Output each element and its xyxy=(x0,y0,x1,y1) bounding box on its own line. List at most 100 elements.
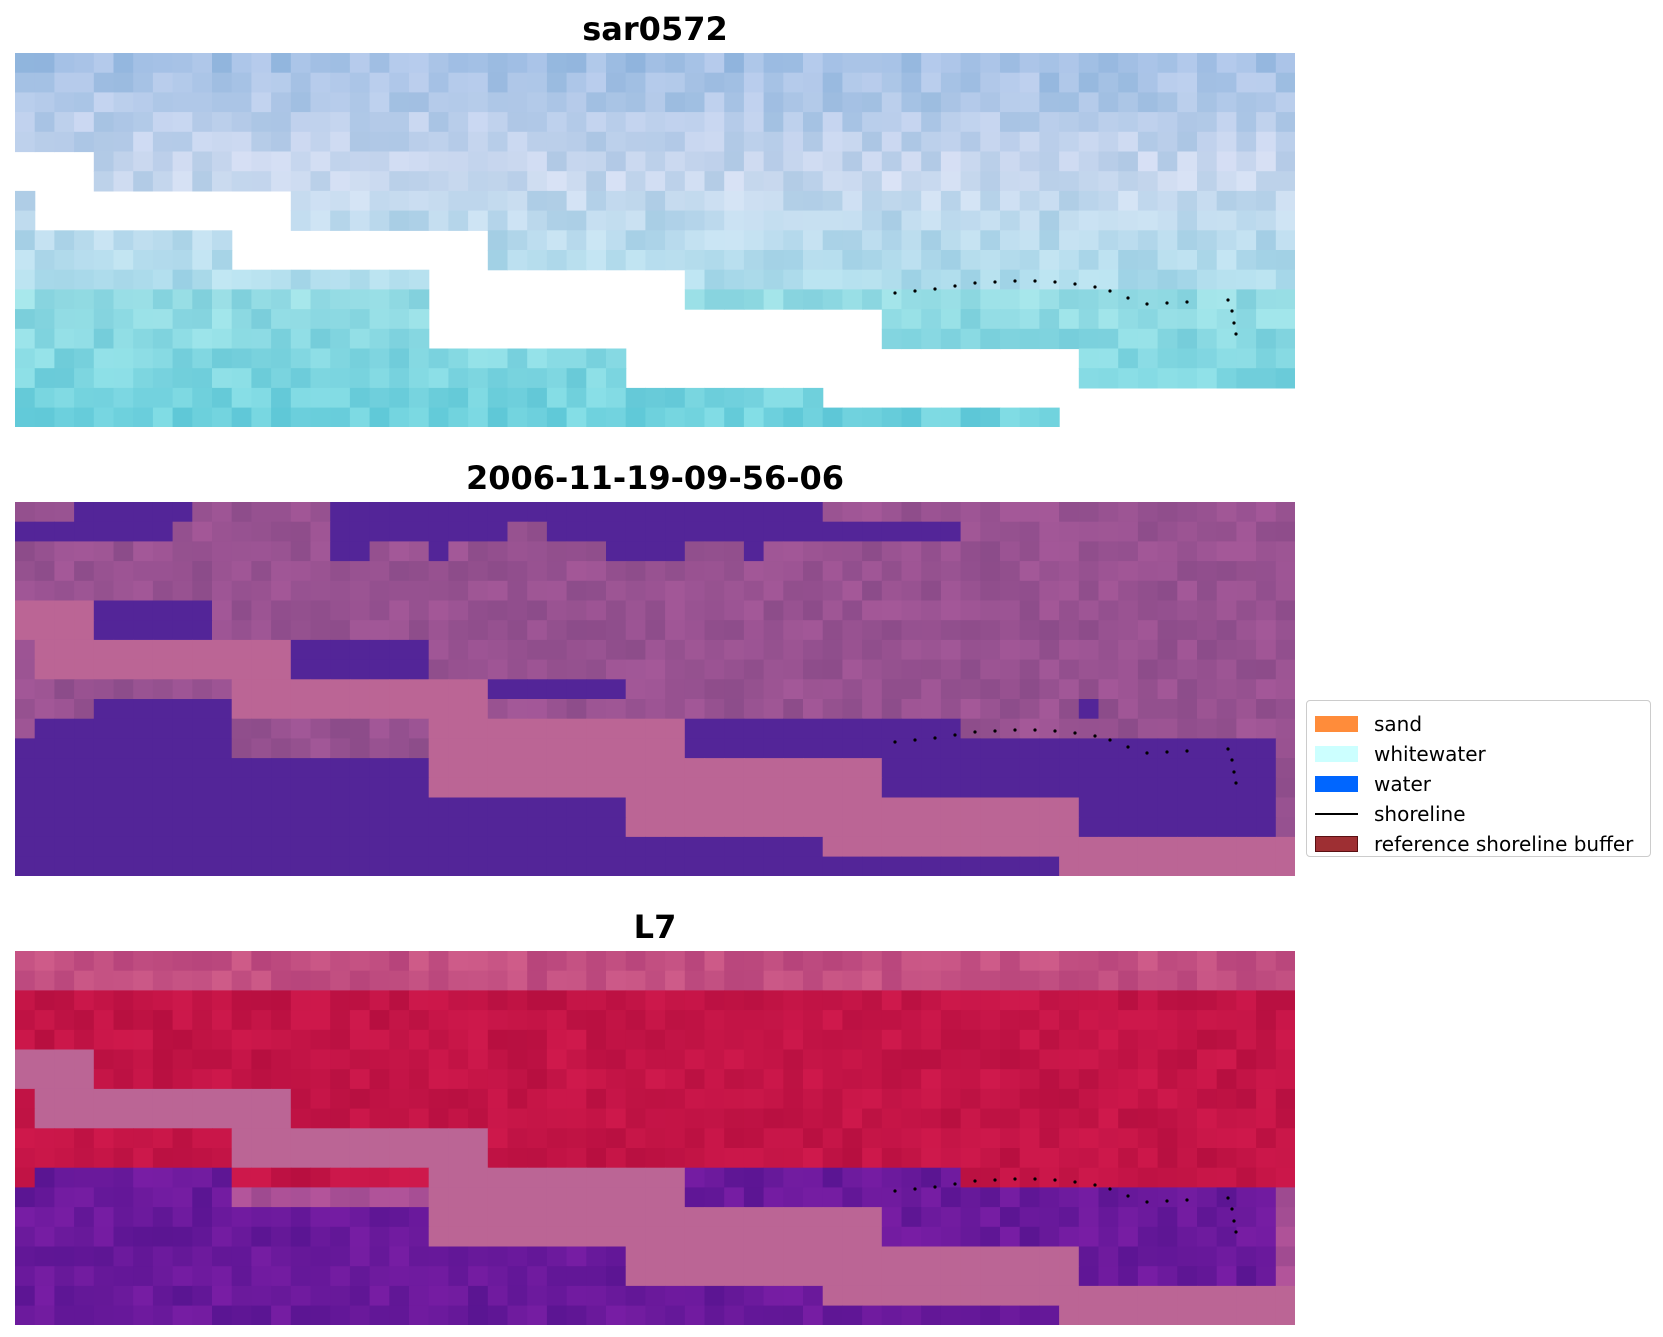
raster-pixel xyxy=(1039,210,1060,231)
raster-pixel xyxy=(310,92,331,113)
raster-pixel xyxy=(389,309,410,330)
raster-pixel xyxy=(980,1088,1001,1110)
raster-pixel xyxy=(54,368,75,389)
raster-pixel xyxy=(152,151,174,172)
raster-pixel xyxy=(566,131,587,153)
raster-pixel xyxy=(409,407,430,427)
raster-pixel xyxy=(684,659,706,680)
raster-pixel xyxy=(428,1108,449,1129)
raster-pixel xyxy=(940,1285,962,1307)
raster-pixel xyxy=(212,856,233,876)
raster-pixel xyxy=(1236,1069,1257,1090)
raster-pixel xyxy=(487,1069,509,1090)
raster-pixel xyxy=(921,1285,942,1307)
raster-pixel xyxy=(665,1207,686,1228)
raster-pixel xyxy=(684,561,706,582)
raster-pixel xyxy=(369,1187,390,1208)
raster-pixel xyxy=(389,1069,410,1090)
raster-pixel xyxy=(1177,112,1198,133)
raster-pixel xyxy=(606,600,627,621)
raster-pixel xyxy=(586,797,607,818)
raster-pixel xyxy=(546,1148,568,1169)
raster-pixel xyxy=(74,659,95,680)
raster-pixel xyxy=(93,230,115,251)
raster-pixel xyxy=(980,1226,1001,1248)
raster-pixel xyxy=(330,777,351,799)
raster-pixel xyxy=(921,758,942,779)
raster-pixel xyxy=(113,797,134,818)
raster-pixel xyxy=(487,250,509,271)
raster-pixel xyxy=(192,856,213,876)
raster-pixel xyxy=(231,407,252,427)
raster-pixel xyxy=(803,250,824,271)
raster-pixel xyxy=(54,1305,75,1325)
raster-pixel xyxy=(1000,561,1021,582)
raster-pixel xyxy=(901,210,922,231)
raster-pixel xyxy=(428,600,449,621)
raster-pixel xyxy=(212,1266,233,1287)
raster-pixel xyxy=(1118,171,1139,192)
raster-pixel xyxy=(921,1187,942,1208)
raster-pixel xyxy=(625,620,646,641)
raster-pixel xyxy=(468,72,489,93)
raster-pixel xyxy=(251,1207,272,1228)
raster-pixel xyxy=(901,600,922,621)
raster-pixel xyxy=(881,541,903,562)
raster-pixel xyxy=(428,348,449,369)
raster-pixel xyxy=(783,541,804,562)
raster-pixel xyxy=(212,639,233,661)
raster-pixel xyxy=(369,407,390,427)
raster-pixel xyxy=(15,1029,36,1051)
raster-pixel xyxy=(921,970,942,991)
raster-pixel xyxy=(1157,1029,1178,1051)
raster-pixel xyxy=(960,1167,981,1188)
raster-pixel xyxy=(468,990,489,1011)
raster-pixel xyxy=(1039,836,1060,858)
raster-pixel xyxy=(980,502,1001,523)
raster-pixel xyxy=(290,1010,312,1031)
raster-pixel xyxy=(803,817,824,838)
raster-pixel xyxy=(231,951,252,972)
raster-pixel xyxy=(1000,72,1021,93)
raster-pixel xyxy=(743,250,765,271)
raster-pixel xyxy=(409,328,430,350)
raster-pixel xyxy=(783,131,804,153)
raster-pixel xyxy=(1019,230,1040,251)
raster-pixel xyxy=(783,679,804,700)
raster-pixel xyxy=(803,541,824,562)
raster-pixel xyxy=(409,620,430,641)
raster-pixel xyxy=(152,777,174,799)
raster-pixel xyxy=(1118,541,1139,562)
raster-pixel xyxy=(783,1266,804,1287)
raster-pixel xyxy=(1039,738,1060,759)
raster-pixel xyxy=(231,151,252,172)
raster-pixel xyxy=(113,659,134,680)
raster-pixel xyxy=(152,1187,174,1208)
raster-pixel xyxy=(1059,1246,1080,1267)
raster-pixel xyxy=(290,289,312,310)
raster-pixel xyxy=(960,269,981,290)
raster-pixel xyxy=(684,738,706,759)
raster-pixel xyxy=(290,817,312,838)
raster-pixel xyxy=(566,951,587,972)
shoreline-dot xyxy=(1232,1219,1236,1223)
raster-pixel xyxy=(349,1148,371,1169)
raster-pixel xyxy=(862,407,883,427)
raster-pixel xyxy=(74,1029,95,1051)
raster-pixel xyxy=(349,699,371,720)
raster-pixel xyxy=(448,387,469,409)
raster-pixel xyxy=(743,387,765,409)
raster-pixel xyxy=(1256,1148,1277,1169)
raster-pixel xyxy=(231,1088,252,1110)
raster-pixel xyxy=(15,289,36,310)
raster-pixel xyxy=(507,250,528,271)
raster-pixel xyxy=(487,600,509,621)
raster-pixel xyxy=(940,1207,962,1228)
raster-pixel xyxy=(409,738,430,759)
raster-pixel xyxy=(507,1305,528,1325)
raster-pixel xyxy=(54,407,75,427)
raster-pixel xyxy=(349,561,371,582)
raster-pixel xyxy=(645,112,666,133)
raster-pixel xyxy=(704,951,725,972)
raster-pixel xyxy=(743,131,765,153)
